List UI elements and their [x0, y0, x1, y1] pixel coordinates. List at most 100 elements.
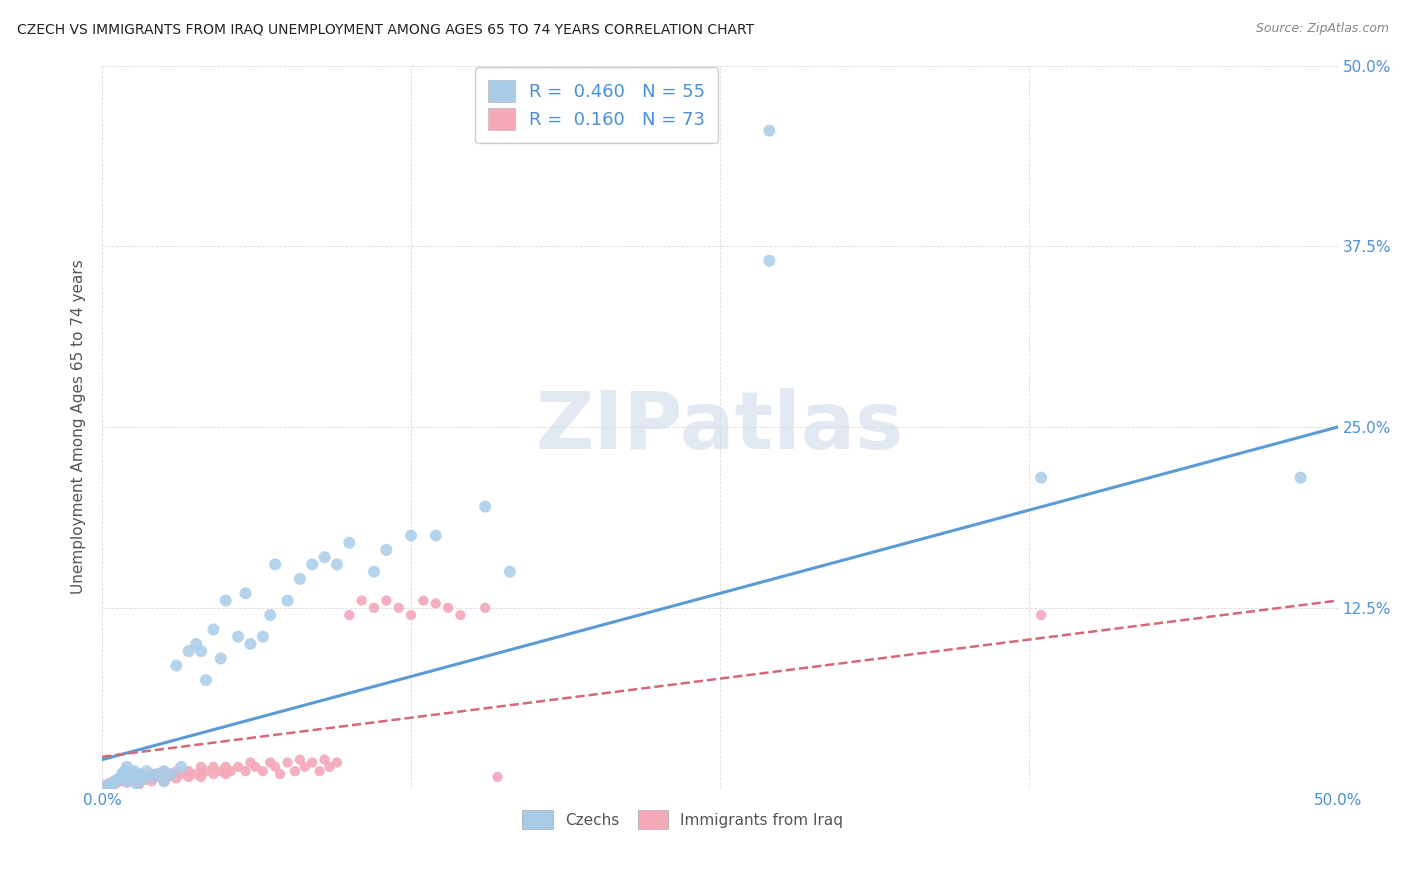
Point	[245, 760, 267, 774]
Point	[160, 767, 183, 781]
Point	[215, 593, 238, 607]
Point	[153, 764, 176, 779]
Y-axis label: Unemployment Among Ages 65 to 74 years: Unemployment Among Ages 65 to 74 years	[72, 260, 86, 594]
Point	[269, 767, 291, 781]
Point	[160, 767, 183, 781]
Point	[301, 756, 323, 770]
Point	[184, 637, 207, 651]
Point	[105, 772, 128, 787]
Point	[111, 770, 134, 784]
Point	[337, 607, 360, 622]
Point	[128, 777, 150, 791]
Text: CZECH VS IMMIGRANTS FROM IRAQ UNEMPLOYMENT AMONG AGES 65 TO 74 YEARS CORRELATION: CZECH VS IMMIGRANTS FROM IRAQ UNEMPLOYME…	[17, 22, 754, 37]
Point	[128, 767, 150, 781]
Point	[177, 644, 200, 658]
Point	[239, 637, 262, 651]
Point	[363, 565, 385, 579]
Point	[145, 767, 167, 781]
Point	[375, 543, 398, 558]
Point	[96, 779, 118, 793]
Point	[96, 777, 118, 791]
Legend: Czechs, Immigrants from Iraq: Czechs, Immigrants from Iraq	[516, 805, 849, 835]
Point	[301, 558, 323, 572]
Point	[128, 770, 150, 784]
Point	[125, 777, 148, 791]
Point	[363, 600, 385, 615]
Point	[108, 772, 131, 787]
Point	[103, 774, 125, 789]
Point	[314, 753, 336, 767]
Point	[259, 607, 281, 622]
Point	[276, 756, 298, 770]
Point	[141, 770, 163, 784]
Point	[165, 772, 187, 786]
Point	[318, 760, 340, 774]
Point	[125, 772, 148, 786]
Point	[209, 651, 232, 665]
Point	[195, 673, 218, 687]
Point	[190, 770, 212, 784]
Point	[195, 764, 218, 779]
Point	[215, 767, 238, 781]
Point	[226, 760, 249, 774]
Point	[170, 760, 193, 774]
Point	[450, 607, 472, 622]
Point	[141, 774, 163, 789]
Point	[209, 764, 232, 779]
Point	[437, 600, 460, 615]
Point	[177, 770, 200, 784]
Point	[499, 565, 522, 579]
Point	[252, 630, 274, 644]
Point	[350, 593, 373, 607]
Point	[103, 774, 125, 789]
Point	[128, 767, 150, 781]
Point	[388, 600, 411, 615]
Point	[412, 593, 434, 607]
Point	[326, 558, 349, 572]
Point	[264, 760, 287, 774]
Point	[115, 770, 138, 784]
Point	[111, 767, 134, 781]
Point	[148, 767, 170, 781]
Point	[425, 528, 447, 542]
Point	[153, 774, 176, 789]
Point	[108, 772, 131, 786]
Point	[135, 764, 157, 779]
Point	[308, 764, 330, 779]
Point	[288, 572, 311, 586]
Point	[284, 764, 307, 779]
Point	[165, 764, 187, 779]
Text: Source: ZipAtlas.com: Source: ZipAtlas.com	[1256, 22, 1389, 36]
Point	[215, 760, 238, 774]
Point	[259, 756, 281, 770]
Point	[337, 535, 360, 549]
Point	[118, 770, 141, 784]
Point	[131, 770, 153, 784]
Point	[135, 772, 157, 787]
Point	[131, 772, 153, 787]
Text: ZIPatlas: ZIPatlas	[536, 388, 904, 466]
Point	[375, 593, 398, 607]
Point	[121, 767, 143, 781]
Point	[103, 776, 125, 790]
Point	[118, 772, 141, 787]
Point	[115, 760, 138, 774]
Point	[474, 600, 496, 615]
Point	[486, 770, 509, 784]
Point	[184, 767, 207, 781]
Point	[425, 597, 447, 611]
Point	[165, 658, 187, 673]
Point	[252, 764, 274, 779]
Point	[758, 253, 780, 268]
Point	[202, 623, 225, 637]
Point	[226, 630, 249, 644]
Point	[1029, 471, 1052, 485]
Point	[114, 764, 136, 779]
Point	[157, 770, 180, 784]
Point	[276, 593, 298, 607]
Point	[141, 767, 163, 781]
Point	[235, 764, 257, 779]
Point	[399, 528, 422, 542]
Point	[1029, 607, 1052, 622]
Point	[758, 123, 780, 137]
